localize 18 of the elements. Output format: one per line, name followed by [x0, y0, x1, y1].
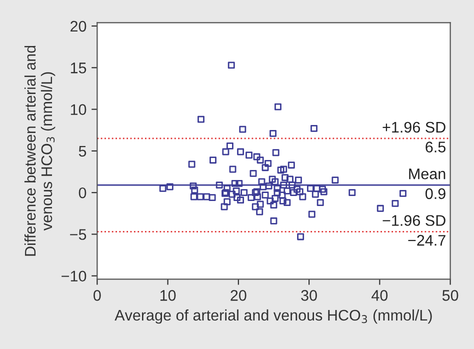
y-tick-label: 0 [78, 187, 86, 198]
x-axis-title: Average of arterial and venous HCO$_{3}$ (mmol/L) [114, 309, 432, 324]
y-axis-title: Difference between arterial and venous HCO$_{3}$ (mmol/L) [24, 46, 56, 256]
ref-line-label: −1.96 SD −24.7 [382, 215, 446, 246]
ref-line-label: Mean 0.9 [409, 168, 446, 200]
y-tick-label: −10 [62, 270, 86, 282]
x-tick-label: 50 [442, 290, 458, 301]
y-tick-label: 20 [70, 20, 86, 32]
x-tick-label: 40 [372, 290, 388, 301]
y-tick-label: 5 [78, 146, 86, 157]
y-tick-label: 10 [70, 104, 86, 115]
x-tick-label: 30 [301, 290, 317, 301]
x-tick-label: 20 [230, 290, 246, 301]
y-tick-label: −5 [70, 229, 86, 240]
y-tick-label: 15 [70, 62, 86, 74]
ref-line-label: +1.96 SD 6.5 [382, 122, 446, 152]
x-tick-label: 0 [94, 290, 101, 301]
x-tick-label: 10 [160, 290, 176, 301]
